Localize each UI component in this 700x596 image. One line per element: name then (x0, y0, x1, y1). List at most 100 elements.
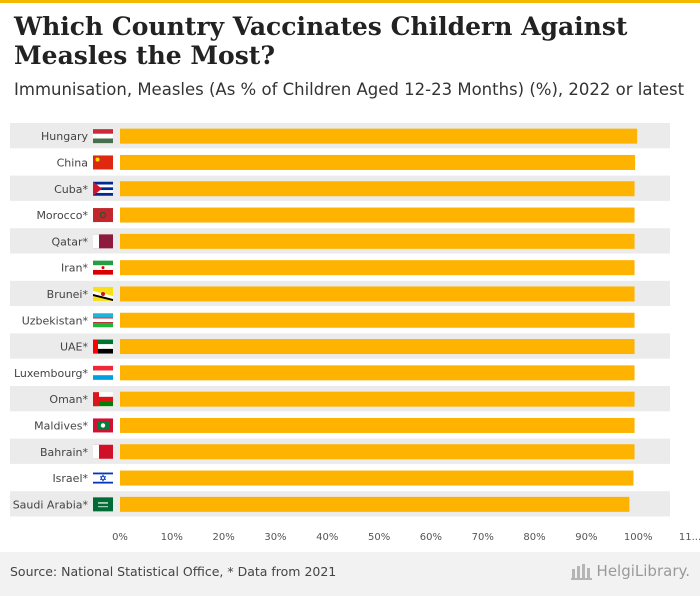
bar (120, 444, 635, 460)
bar (120, 128, 638, 144)
flag-part (93, 481, 113, 484)
x-tick-label: 40% (316, 532, 338, 543)
bahrain-flag-icon (93, 444, 113, 459)
x-tick-label: 11... (679, 532, 700, 543)
flag-part (93, 155, 113, 170)
x-tick-label: 70% (472, 532, 494, 543)
flag-part (98, 506, 108, 508)
x-tick-label: 50% (368, 532, 390, 543)
category-label: Oman* (49, 393, 88, 406)
bar (120, 365, 635, 381)
flag-part (93, 260, 113, 266)
flag-emblem (101, 291, 105, 296)
bar (120, 286, 635, 302)
bar (120, 391, 635, 407)
bar (120, 470, 634, 486)
morocco-flag-icon (93, 208, 113, 223)
saudi-arabia-flag-icon (93, 497, 113, 512)
top-accent-rule (0, 0, 700, 3)
flag-part (93, 365, 113, 371)
flag-part (93, 192, 113, 196)
category-label: Iran* (61, 262, 88, 275)
flag-part (93, 401, 113, 407)
x-tick-label: 90% (575, 532, 597, 543)
category-label: Morocco* (36, 209, 88, 222)
category-label: China (57, 156, 88, 169)
x-tick-label: 60% (420, 532, 442, 543)
flag-part (93, 322, 113, 328)
bar (120, 417, 635, 433)
flag-part (93, 269, 113, 275)
flag-part (98, 502, 108, 504)
uzbekistan-flag-icon (93, 313, 113, 328)
israel-flag-icon (93, 471, 113, 486)
x-tick-label: 10% (161, 532, 183, 543)
flag-part (93, 313, 113, 318)
category-label: Saudi Arabia* (13, 498, 89, 511)
chart-subtitle: Immunisation, Measles (As % of Children … (14, 80, 685, 99)
bar (120, 496, 630, 512)
flag-part (93, 317, 113, 323)
uae-flag-icon (93, 339, 113, 354)
chart-title: Which Country Vaccinates Childern Agains… (14, 12, 628, 70)
flag-part (93, 339, 98, 354)
brand-name: HelgiLibrary. (596, 562, 690, 580)
iran-flag-icon (93, 260, 113, 275)
oman-flag-icon (93, 392, 113, 407)
flag-part (93, 187, 113, 191)
category-label: Luxembourg* (14, 367, 89, 380)
category-label: Brunei* (47, 288, 89, 301)
qatar-flag-icon (93, 234, 113, 249)
flag-star (99, 476, 107, 482)
flag-emblem (101, 266, 105, 270)
x-tick-label: 20% (213, 532, 235, 543)
bar (120, 339, 635, 355)
bar (120, 154, 636, 170)
category-label: Qatar* (52, 235, 89, 248)
cuba-flag-icon (93, 181, 113, 196)
category-label: Maldives* (34, 419, 88, 432)
brunei-flag-icon (93, 286, 113, 301)
source-note: Source: National Statistical Office, * D… (10, 564, 337, 579)
bar (120, 207, 635, 223)
flag-part (93, 396, 113, 402)
flag-part (93, 392, 113, 397)
bar (120, 233, 635, 249)
flag-part (93, 444, 99, 459)
flag-part (93, 370, 113, 376)
flag-stripe (93, 293, 113, 301)
luxembourg-flag-icon (93, 365, 113, 380)
flag-part (93, 317, 113, 319)
flag-part (93, 348, 113, 354)
bar (120, 260, 635, 276)
flag-part (93, 472, 113, 475)
flag-part (93, 497, 113, 512)
flag-triangle (93, 181, 102, 196)
flag-part (93, 234, 99, 249)
category-label: Hungary (41, 130, 88, 143)
flag-part (93, 138, 113, 144)
category-label: UAE* (60, 341, 89, 354)
bar (120, 312, 635, 328)
flag-crescent (100, 423, 106, 428)
flag-part (93, 129, 113, 134)
flag-part (93, 208, 113, 223)
bar-chart: Hungary China Cuba* Morocco* Qatar* Iran* Brun… (10, 123, 700, 543)
hungary-flag-icon (93, 129, 113, 144)
flag-part (93, 339, 113, 345)
category-label: Cuba* (54, 183, 88, 196)
flag-part (93, 471, 113, 486)
bar (120, 181, 635, 197)
flag-part (93, 375, 113, 380)
flag-part (93, 181, 113, 185)
category-label: Uzbekistan* (22, 314, 89, 327)
flag-star (99, 474, 107, 480)
x-tick-label: 100% (624, 532, 653, 543)
flag-part (93, 344, 113, 349)
category-label: Bahrain* (40, 446, 89, 459)
flag-part (93, 190, 113, 193)
flag-part (93, 184, 113, 188)
brand-logo: HelgiLibrary. (570, 562, 690, 580)
maldives-flag-icon (93, 418, 113, 433)
library-building-icon (570, 564, 592, 580)
